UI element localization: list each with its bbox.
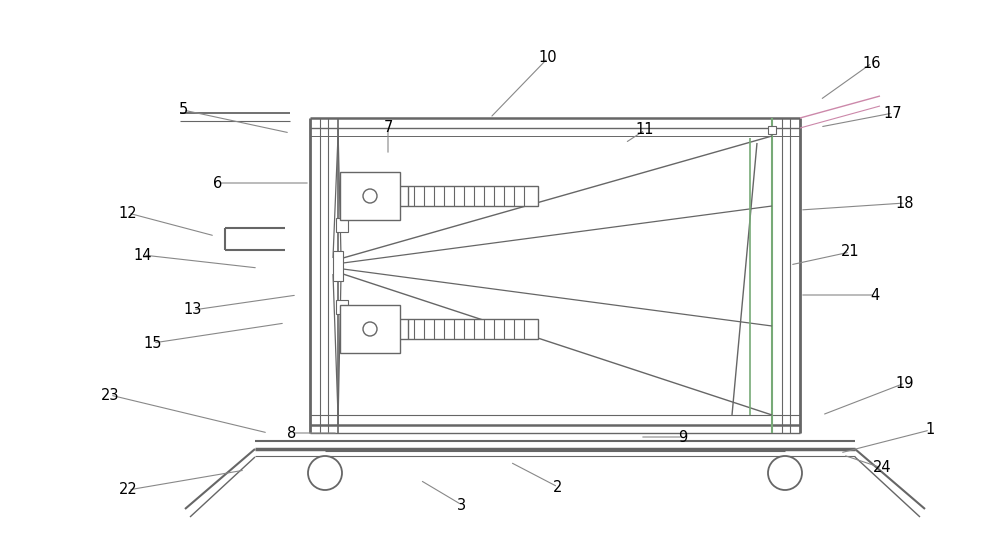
Text: 18: 18 [896, 196, 914, 211]
Text: 23: 23 [101, 388, 119, 403]
Text: 19: 19 [896, 376, 914, 390]
Text: 16: 16 [863, 56, 881, 71]
Text: 21: 21 [841, 245, 859, 259]
Text: 11: 11 [636, 122, 654, 137]
Text: 7: 7 [383, 121, 393, 135]
Bar [408, 319, 538, 339]
Text: 8: 8 [287, 425, 297, 440]
Text: 6: 6 [213, 176, 223, 190]
Bar [336, 300, 348, 314]
Text: 1: 1 [925, 423, 935, 438]
Text: 9: 9 [678, 430, 688, 445]
Circle shape [363, 322, 377, 336]
Text: 24: 24 [873, 460, 891, 475]
Circle shape [363, 189, 377, 203]
Text: 2: 2 [553, 480, 563, 494]
Bar [408, 186, 538, 206]
Bar [336, 218, 348, 232]
Text: 5: 5 [178, 102, 188, 118]
Text: 14: 14 [134, 247, 152, 262]
Circle shape [768, 456, 802, 490]
Text: 15: 15 [144, 335, 162, 350]
Text: 13: 13 [184, 302, 202, 317]
Text: 22: 22 [119, 482, 137, 497]
Circle shape [308, 456, 342, 490]
Text: 12: 12 [119, 205, 137, 220]
Bar [340, 305, 400, 353]
Bar [768, 126, 776, 134]
Text: 10: 10 [539, 51, 557, 66]
Bar [333, 251, 343, 281]
Bar [340, 172, 400, 220]
Text: 3: 3 [457, 497, 467, 513]
Text: 17: 17 [884, 106, 902, 121]
Text: 4: 4 [870, 287, 880, 302]
